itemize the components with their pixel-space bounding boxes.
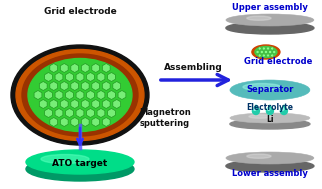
Text: Upper assembly: Upper assembly <box>232 4 308 12</box>
Ellipse shape <box>226 14 314 26</box>
Ellipse shape <box>16 50 144 140</box>
Text: Grid electrode: Grid electrode <box>244 57 312 67</box>
Ellipse shape <box>255 46 277 57</box>
Text: Lower assembly: Lower assembly <box>232 170 308 178</box>
Ellipse shape <box>26 157 134 181</box>
Ellipse shape <box>243 84 281 91</box>
Ellipse shape <box>247 154 271 158</box>
Ellipse shape <box>226 152 314 164</box>
Text: Separator: Separator <box>246 85 294 94</box>
Ellipse shape <box>230 80 310 100</box>
Text: Assembling: Assembling <box>164 64 222 73</box>
Ellipse shape <box>252 45 280 59</box>
Ellipse shape <box>226 22 314 34</box>
Ellipse shape <box>280 108 288 115</box>
Ellipse shape <box>252 108 260 115</box>
Ellipse shape <box>41 154 89 163</box>
Ellipse shape <box>249 115 271 118</box>
Ellipse shape <box>26 150 134 174</box>
Ellipse shape <box>11 45 149 145</box>
Text: Magnetron
sputtering: Magnetron sputtering <box>139 108 191 128</box>
Ellipse shape <box>230 113 310 123</box>
Ellipse shape <box>266 108 273 115</box>
Text: Li: Li <box>266 115 274 125</box>
Ellipse shape <box>28 59 132 132</box>
Ellipse shape <box>226 160 314 172</box>
Ellipse shape <box>230 119 310 129</box>
Polygon shape <box>253 105 259 111</box>
Ellipse shape <box>282 108 284 110</box>
Ellipse shape <box>254 108 256 110</box>
Text: Electrolyte: Electrolyte <box>246 104 293 112</box>
Text: ATO target: ATO target <box>52 160 108 169</box>
Ellipse shape <box>268 108 270 110</box>
Text: Grid electrode: Grid electrode <box>43 8 116 16</box>
Ellipse shape <box>22 54 138 136</box>
Polygon shape <box>267 105 273 111</box>
Polygon shape <box>281 105 287 111</box>
Ellipse shape <box>247 16 271 20</box>
